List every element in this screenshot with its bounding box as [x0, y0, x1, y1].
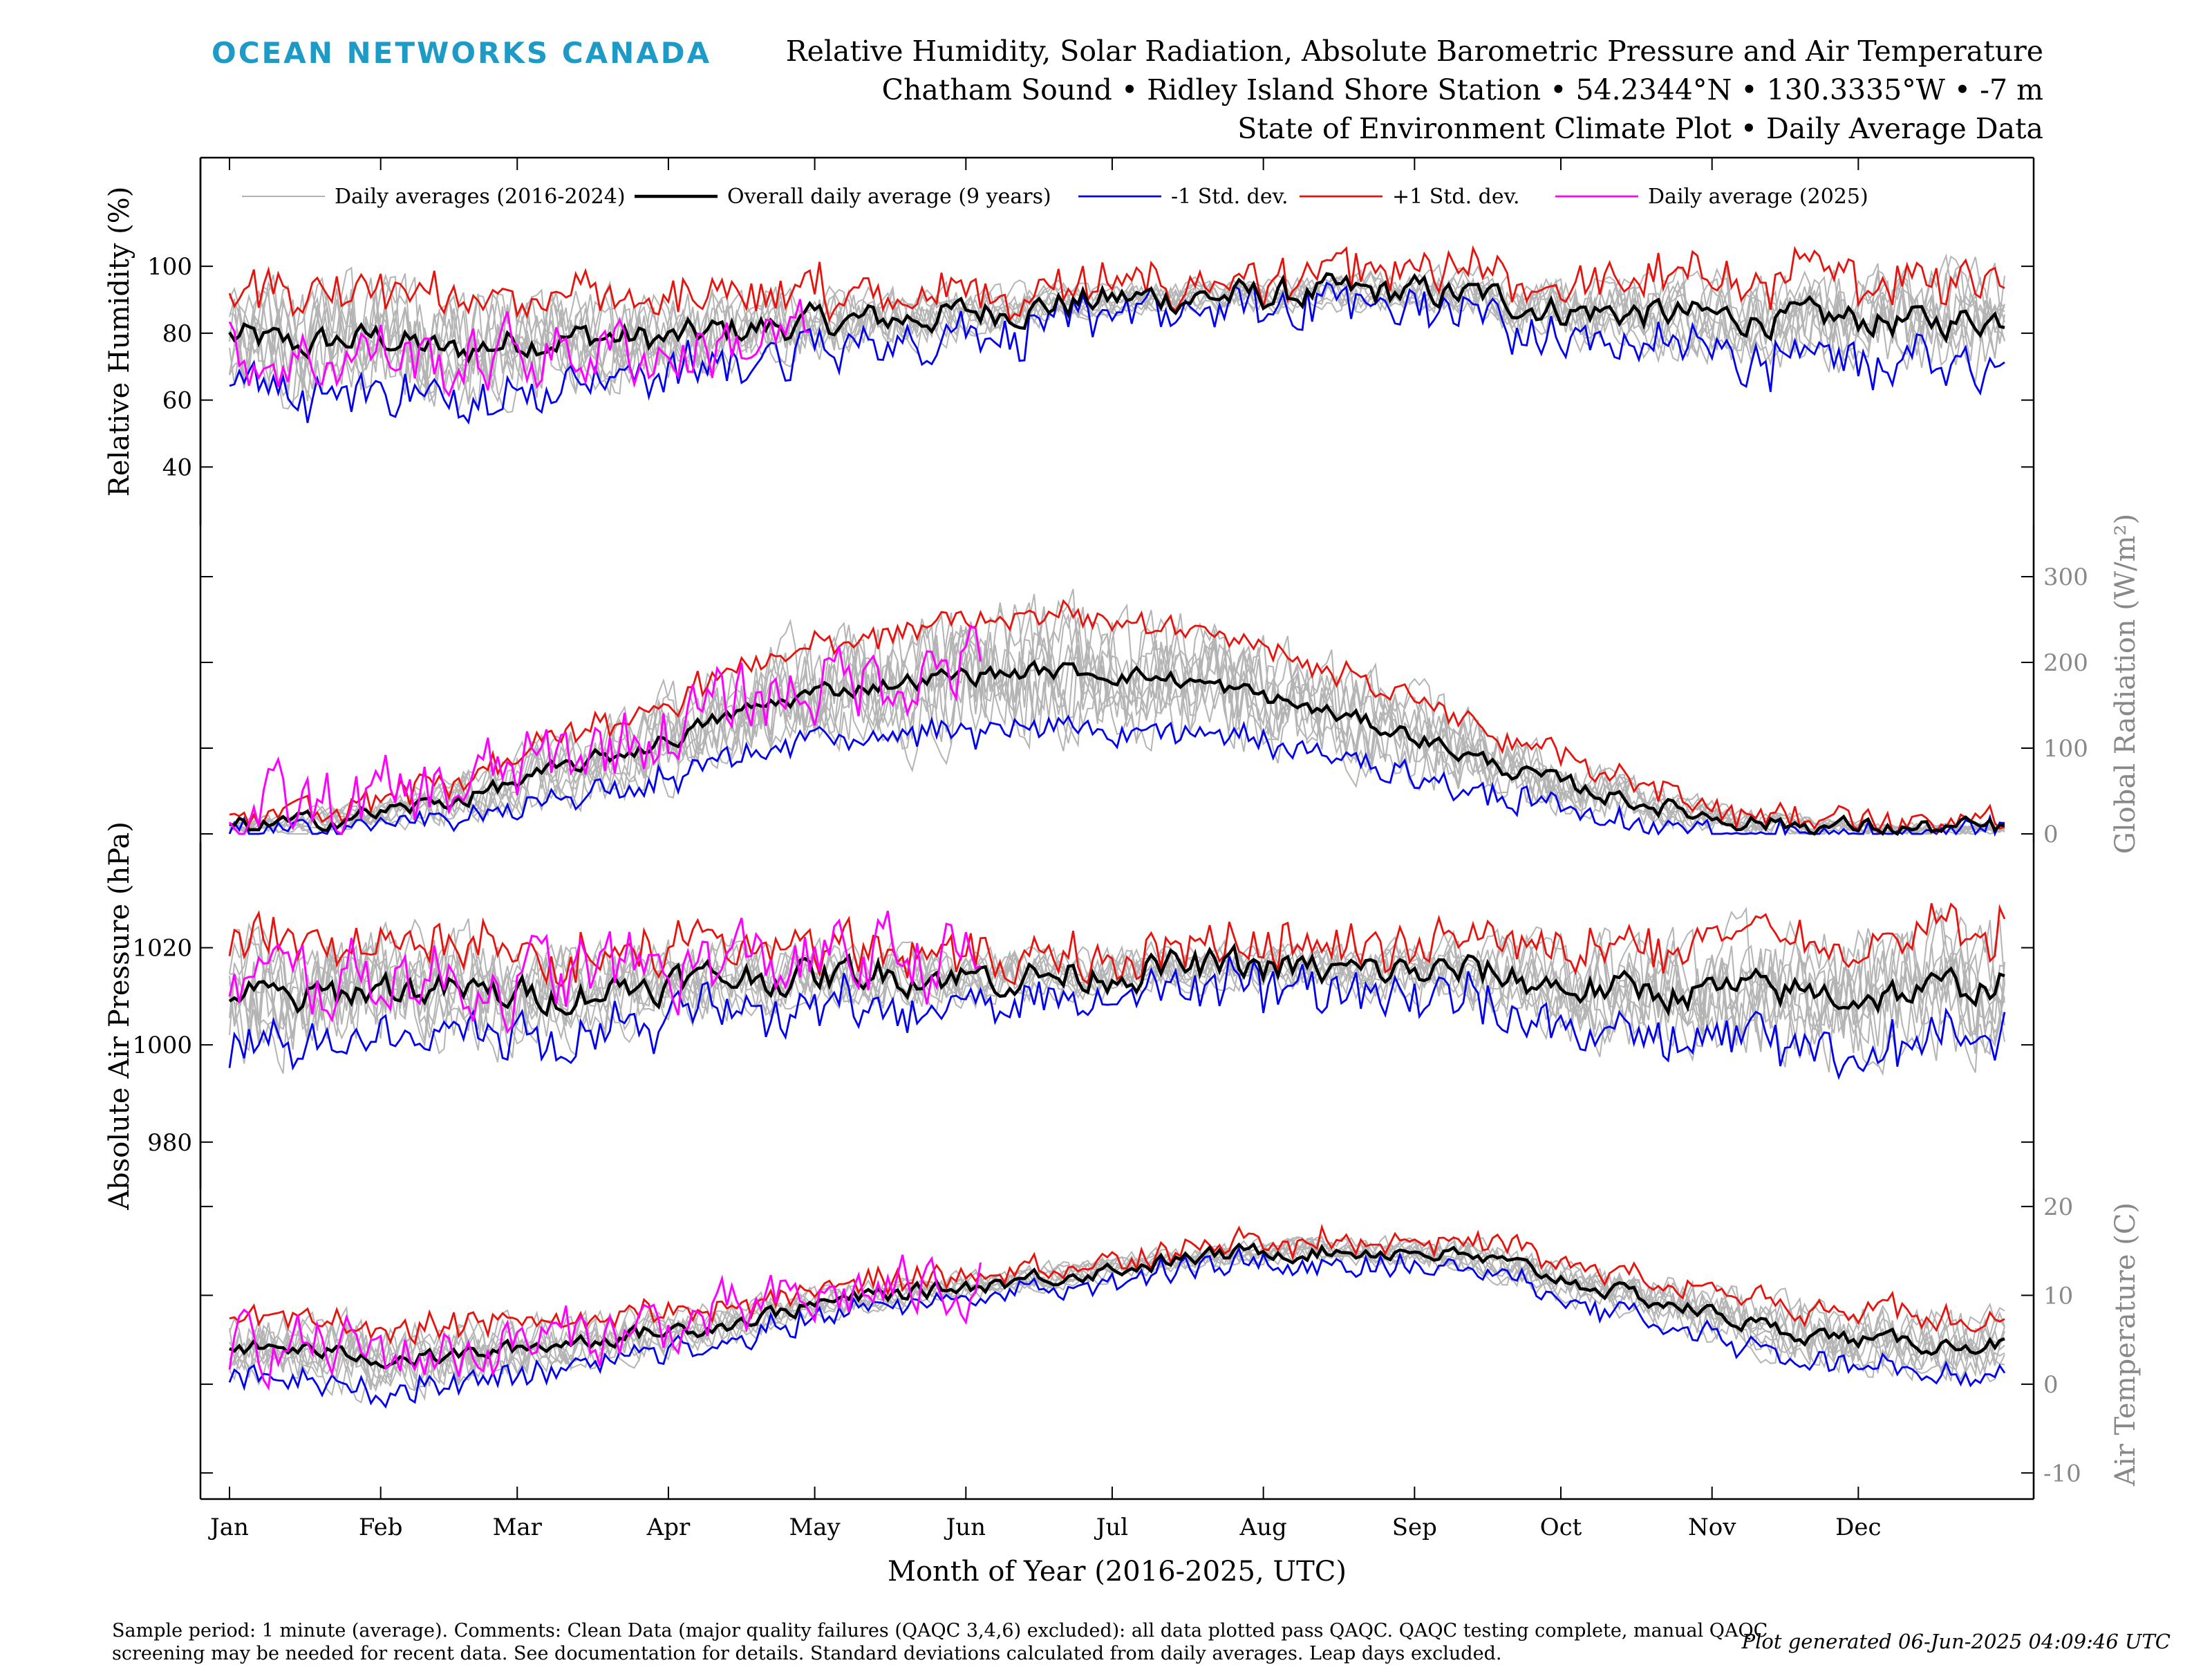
current-year-line-rad — [228, 624, 982, 836]
xtick-label-oct: Oct — [1540, 1514, 1582, 1541]
plus-sd-line-pres — [228, 902, 2006, 987]
y-axis-label-temp: Air Temperature (C) — [2110, 1202, 2141, 1487]
std-dev-series-group — [228, 245, 2006, 1409]
xtick-label-jun: Jun — [944, 1514, 986, 1541]
current-year-line-rh — [228, 299, 810, 398]
xtick-label-sep: Sep — [1392, 1514, 1437, 1541]
minus-sd-line-rad — [228, 714, 2005, 837]
history-line-rh-6 — [229, 270, 2005, 404]
chart-title: Relative Humidity, Solar Radiation, Abso… — [785, 35, 2043, 68]
xtick-label-jan: Jan — [208, 1514, 249, 1541]
history-line-rad-6 — [229, 593, 2005, 835]
ytick-label-rad: 200 — [2043, 649, 2088, 677]
current-year-series-group — [228, 299, 982, 1391]
legend-label-current: Daily average (2025) — [1648, 185, 1868, 209]
xtick-label-feb: Feb — [359, 1514, 403, 1541]
ytick-label-temp: -10 — [2043, 1460, 2081, 1487]
plus-sd-line-temp — [229, 1223, 2005, 1346]
ytick-label-temp: 10 — [2043, 1282, 2073, 1310]
history-line-pres-6 — [229, 909, 2005, 1068]
minus-sd-line-rh — [229, 281, 2005, 425]
xtick-label-nov: Nov — [1688, 1514, 1736, 1541]
plot-type-subtitle: State of Environment Climate Plot • Dail… — [1237, 112, 2043, 145]
legend-label-mean: Overall daily average (9 years) — [727, 185, 1051, 209]
brand-logo: OCEAN NETWORKS CANADA — [212, 36, 712, 70]
footer-note: Sample period: 1 minute (average). Comme… — [112, 1620, 1768, 1664]
legend-label-minus_sd: -1 Std. dev. — [1171, 185, 1288, 209]
history-line-rh-1 — [229, 255, 2005, 413]
current-year-line-pres — [228, 910, 982, 1034]
xtick-label-apr: Apr — [646, 1514, 691, 1541]
xtick-label-dec: Dec — [1835, 1514, 1881, 1541]
mean-series-group — [228, 272, 2005, 1370]
xtick-label-aug: Aug — [1239, 1514, 1287, 1541]
mean-line-pres — [228, 942, 2005, 1018]
history-line-pres-5 — [229, 922, 2005, 1059]
ytick-label-temp: 20 — [2043, 1193, 2073, 1221]
mean-line-temp — [229, 1242, 2005, 1370]
ytick-label-pres: 1020 — [132, 935, 192, 962]
minus-sd-line-pres — [228, 956, 2006, 1081]
history-line-pres-9 — [229, 918, 2005, 1061]
plus-sd-line-rad — [229, 599, 2005, 835]
ytick-label-rad: 100 — [2043, 735, 2088, 763]
mean-line-rh — [228, 272, 2005, 364]
ytick-label-rh: 100 — [147, 253, 192, 281]
ytick-label-pres: 980 — [147, 1129, 192, 1157]
history-line-rad-9 — [229, 602, 2005, 835]
minus-sd-line-temp — [228, 1246, 2006, 1409]
ytick-label-rad: 0 — [2043, 821, 2059, 848]
xtick-label-jul: Jul — [1094, 1514, 1128, 1541]
station-subtitle: Chatham Sound • Ridley Island Shore Stat… — [881, 73, 2043, 106]
history-line-rad-5 — [229, 607, 2005, 834]
ytick-label-rh: 60 — [162, 387, 192, 415]
history-line-rad-7 — [229, 617, 2005, 835]
y-axis-label-rad: Global Radiation (W/m²) — [2110, 514, 2141, 854]
ytick-label-temp: 0 — [2043, 1371, 2059, 1399]
history-line-rad-3 — [229, 604, 2005, 835]
ytick-label-rh: 40 — [162, 454, 192, 481]
current-year-line-temp — [228, 1254, 982, 1391]
plus-sd-line-rh — [228, 245, 2005, 324]
mean-line-rad — [229, 660, 2005, 836]
x-axis-label: Month of Year (2016-2025, UTC) — [888, 1556, 1347, 1588]
ytick-label-rad: 300 — [2043, 564, 2088, 591]
xtick-label-mar: Mar — [493, 1514, 543, 1541]
xtick-label-may: May — [789, 1514, 841, 1541]
history-line-rad-1 — [229, 599, 2005, 835]
legend: Daily averages (2016-2024) Overall daily … — [242, 185, 1868, 209]
ytick-label-pres: 1000 — [132, 1032, 192, 1059]
y-axis-label-rh: Relative Humidity (%) — [104, 187, 135, 497]
y-axis-label-pres: Absolute Air Pressure (hPa) — [104, 821, 135, 1211]
history-line-temp-8 — [229, 1236, 2005, 1392]
plot-generated-timestamp: Plot generated 06-Jun-2025 04:09:46 UTC — [1741, 1630, 2171, 1653]
legend-label-plus_sd: +1 Std. dev. — [1392, 185, 1520, 209]
history-line-rad-2 — [229, 588, 2005, 835]
legend-label-history: Daily averages (2016-2024) — [335, 185, 626, 209]
ytick-label-rh: 80 — [162, 320, 192, 348]
